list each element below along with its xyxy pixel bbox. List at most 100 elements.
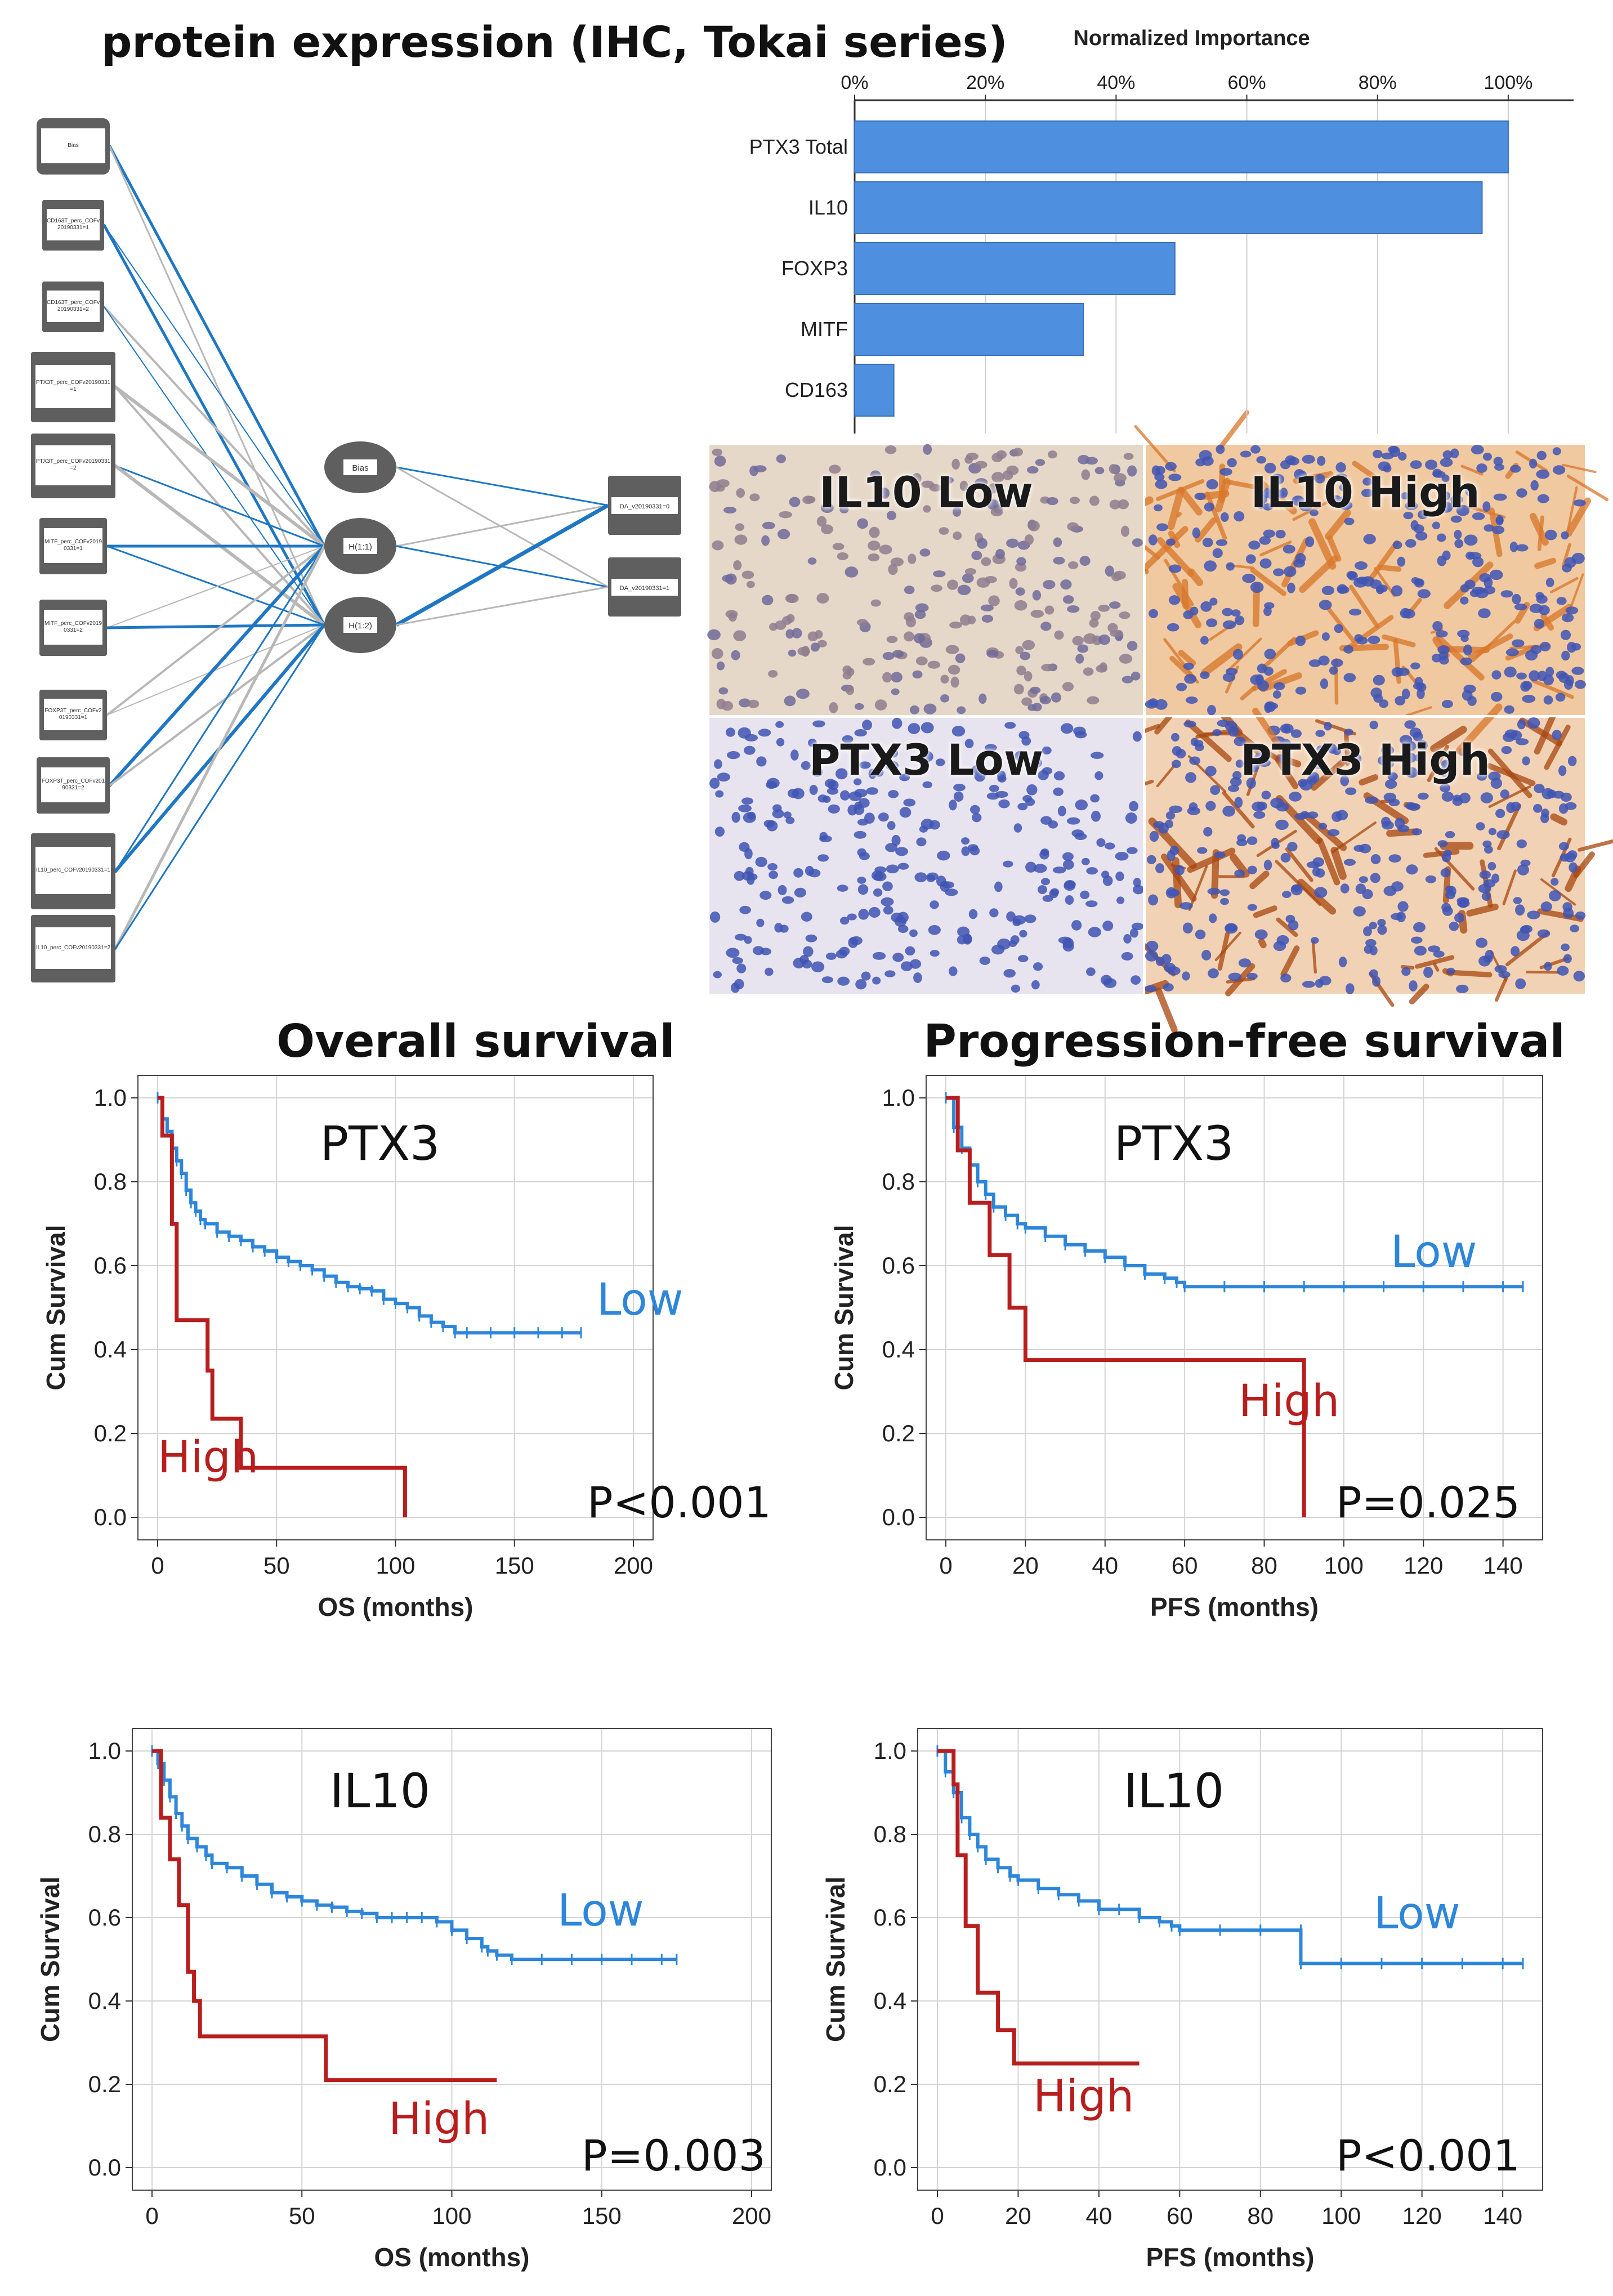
- cell-nucleus: [762, 595, 774, 606]
- cell-nucleus: [1148, 698, 1159, 707]
- cell-nucleus: [1200, 601, 1212, 612]
- cell-nucleus: [1238, 958, 1252, 968]
- cell-nucleus: [1168, 564, 1182, 573]
- cell-nucleus: [1279, 488, 1288, 498]
- cell-nucleus: [1235, 760, 1244, 768]
- cell-nucleus: [985, 744, 997, 752]
- cell-nucleus: [1540, 901, 1552, 912]
- cell-nucleus: [1534, 784, 1545, 793]
- stain-strand: [1172, 583, 1202, 628]
- cell-nucleus: [1405, 767, 1418, 778]
- cell-nucleus: [1458, 897, 1469, 908]
- cell-nucleus: [1489, 569, 1503, 580]
- cell-nucleus: [1511, 639, 1525, 647]
- cell-nucleus: [1060, 579, 1072, 590]
- cell-nucleus: [1292, 495, 1304, 506]
- x-tick-label: 100%: [1484, 72, 1532, 93]
- cell-nucleus: [828, 804, 840, 814]
- cell-nucleus: [1435, 630, 1448, 638]
- cell-nucleus: [1264, 649, 1276, 660]
- cell-nucleus: [1340, 775, 1350, 787]
- cell-nucleus: [1075, 799, 1088, 811]
- cell-nucleus: [885, 761, 899, 771]
- cell-nucleus: [1062, 859, 1074, 870]
- cell-nucleus: [1510, 464, 1521, 473]
- stain-strand: [1167, 486, 1185, 530]
- cell-nucleus: [1155, 479, 1168, 489]
- cell-nucleus: [1018, 731, 1030, 740]
- cell-nucleus: [1240, 450, 1252, 458]
- cell-nucleus: [1516, 488, 1527, 498]
- cell-nucleus: [1344, 517, 1355, 525]
- cell-nucleus: [1207, 705, 1216, 716]
- cell-nucleus: [1452, 797, 1463, 806]
- cell-nucleus: [1500, 789, 1509, 799]
- cell-nucleus: [1556, 597, 1567, 605]
- stain-strand: [1466, 903, 1499, 917]
- cell-nucleus: [1377, 918, 1386, 927]
- y-tick-label: 0.4: [94, 1336, 127, 1363]
- cell-nucleus: [1280, 852, 1291, 863]
- cell-nucleus: [874, 699, 887, 711]
- cell-nucleus: [1440, 868, 1451, 878]
- cell-nucleus: [808, 869, 821, 878]
- cell-nucleus: [1410, 460, 1422, 469]
- cell-nucleus: [1012, 918, 1021, 927]
- cell-nucleus: [1155, 957, 1165, 966]
- cell-nucleus: [1205, 801, 1216, 811]
- stain-strand: [1176, 512, 1182, 518]
- cell-nucleus: [1510, 801, 1521, 811]
- cell-nucleus: [853, 778, 862, 785]
- ihc-panel-il10-high: IL10 High: [1146, 445, 1585, 715]
- cell-nucleus: [930, 900, 939, 909]
- cell-nucleus: [1046, 497, 1058, 506]
- bar-label: MITF: [801, 318, 848, 341]
- cell-nucleus: [1182, 971, 1190, 981]
- cell-nucleus: [1075, 654, 1084, 664]
- cell-nucleus: [980, 604, 994, 611]
- cell-nucleus: [1561, 613, 1574, 623]
- cell-nucleus: [1202, 537, 1213, 547]
- cell-nucleus: [716, 661, 725, 671]
- cell-nucleus: [1167, 623, 1179, 632]
- cell-nucleus: [1067, 522, 1079, 531]
- cell-nucleus: [825, 952, 837, 960]
- cell-nucleus: [1361, 489, 1373, 498]
- cell-nucleus: [1338, 586, 1350, 594]
- network-edge: [106, 624, 325, 716]
- cell-nucleus: [1354, 561, 1368, 570]
- cell-nucleus: [1483, 879, 1496, 888]
- cell-nucleus: [1348, 609, 1362, 616]
- cell-nucleus: [912, 670, 923, 679]
- cell-nucleus: [1027, 704, 1037, 711]
- cell-nucleus: [714, 827, 725, 837]
- cell-nucleus: [1171, 760, 1181, 769]
- cell-nucleus: [738, 804, 752, 812]
- cell-nucleus: [1204, 560, 1217, 572]
- stain-strand: [1347, 615, 1394, 650]
- cell-nucleus: [848, 791, 862, 801]
- cell-nucleus: [879, 544, 892, 555]
- cell-nucleus: [857, 819, 869, 826]
- cell-nucleus: [1331, 495, 1342, 503]
- x-tick-label: 50: [289, 2203, 315, 2229]
- cell-nucleus: [1101, 870, 1110, 879]
- cell-nucleus: [1347, 571, 1358, 581]
- cell-nucleus: [873, 888, 883, 897]
- cell-nucleus: [1511, 946, 1520, 957]
- cell-nucleus: [1207, 888, 1221, 895]
- cell-nucleus: [792, 788, 805, 799]
- cell-nucleus: [714, 759, 722, 769]
- cell-nucleus: [709, 481, 721, 493]
- cell-nucleus: [1113, 570, 1126, 580]
- cell-nucleus: [1545, 578, 1554, 588]
- cell-nucleus: [1514, 603, 1527, 611]
- cell-nucleus: [1425, 875, 1437, 883]
- cell-nucleus: [1565, 606, 1579, 615]
- cell-nucleus: [882, 881, 893, 891]
- cell-nucleus: [743, 812, 756, 823]
- y-tick-label: 1.0: [882, 1084, 915, 1111]
- x-tick-label: 40: [1086, 2203, 1112, 2229]
- cell-nucleus: [1372, 484, 1380, 495]
- cell-nucleus: [1364, 945, 1373, 954]
